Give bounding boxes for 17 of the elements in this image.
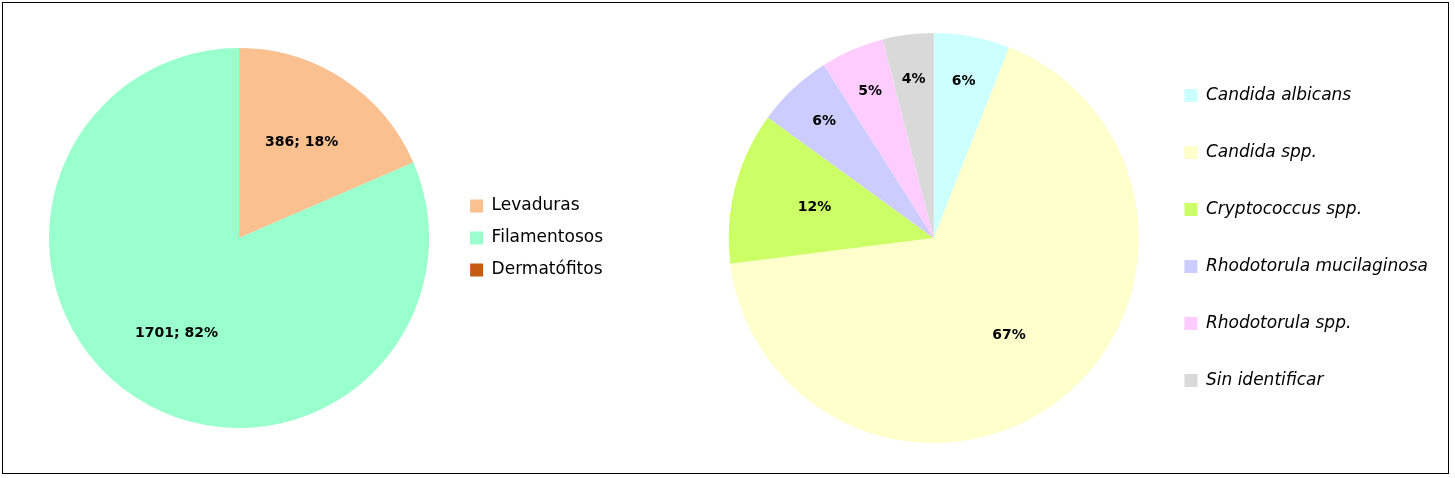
data-label: 5% — [858, 81, 883, 98]
legend-label: Rhodotorula mucilaginosa — [1205, 254, 1428, 275]
data-label: 67% — [992, 325, 1026, 342]
legend-label: Sin identificar — [1205, 368, 1325, 389]
data-label: 1701; 82% — [135, 323, 218, 340]
data-label: 386; 18% — [265, 133, 339, 150]
legend-label: Cryptococcus spp. — [1205, 197, 1363, 218]
data-label: 12% — [797, 198, 832, 215]
data-label: 6% — [951, 71, 976, 88]
legend-label: Dermatófitos — [491, 258, 603, 279]
legend-label: Rhodotorula spp. — [1205, 311, 1352, 332]
legend-label: Filamentosos — [491, 226, 604, 247]
legend-label: Levaduras — [491, 194, 580, 215]
data-label: 6% — [812, 112, 837, 129]
legend-label: Candida spp. — [1205, 140, 1317, 161]
data-label: 4% — [901, 70, 926, 86]
legend-label: Candida albicans — [1205, 83, 1352, 104]
